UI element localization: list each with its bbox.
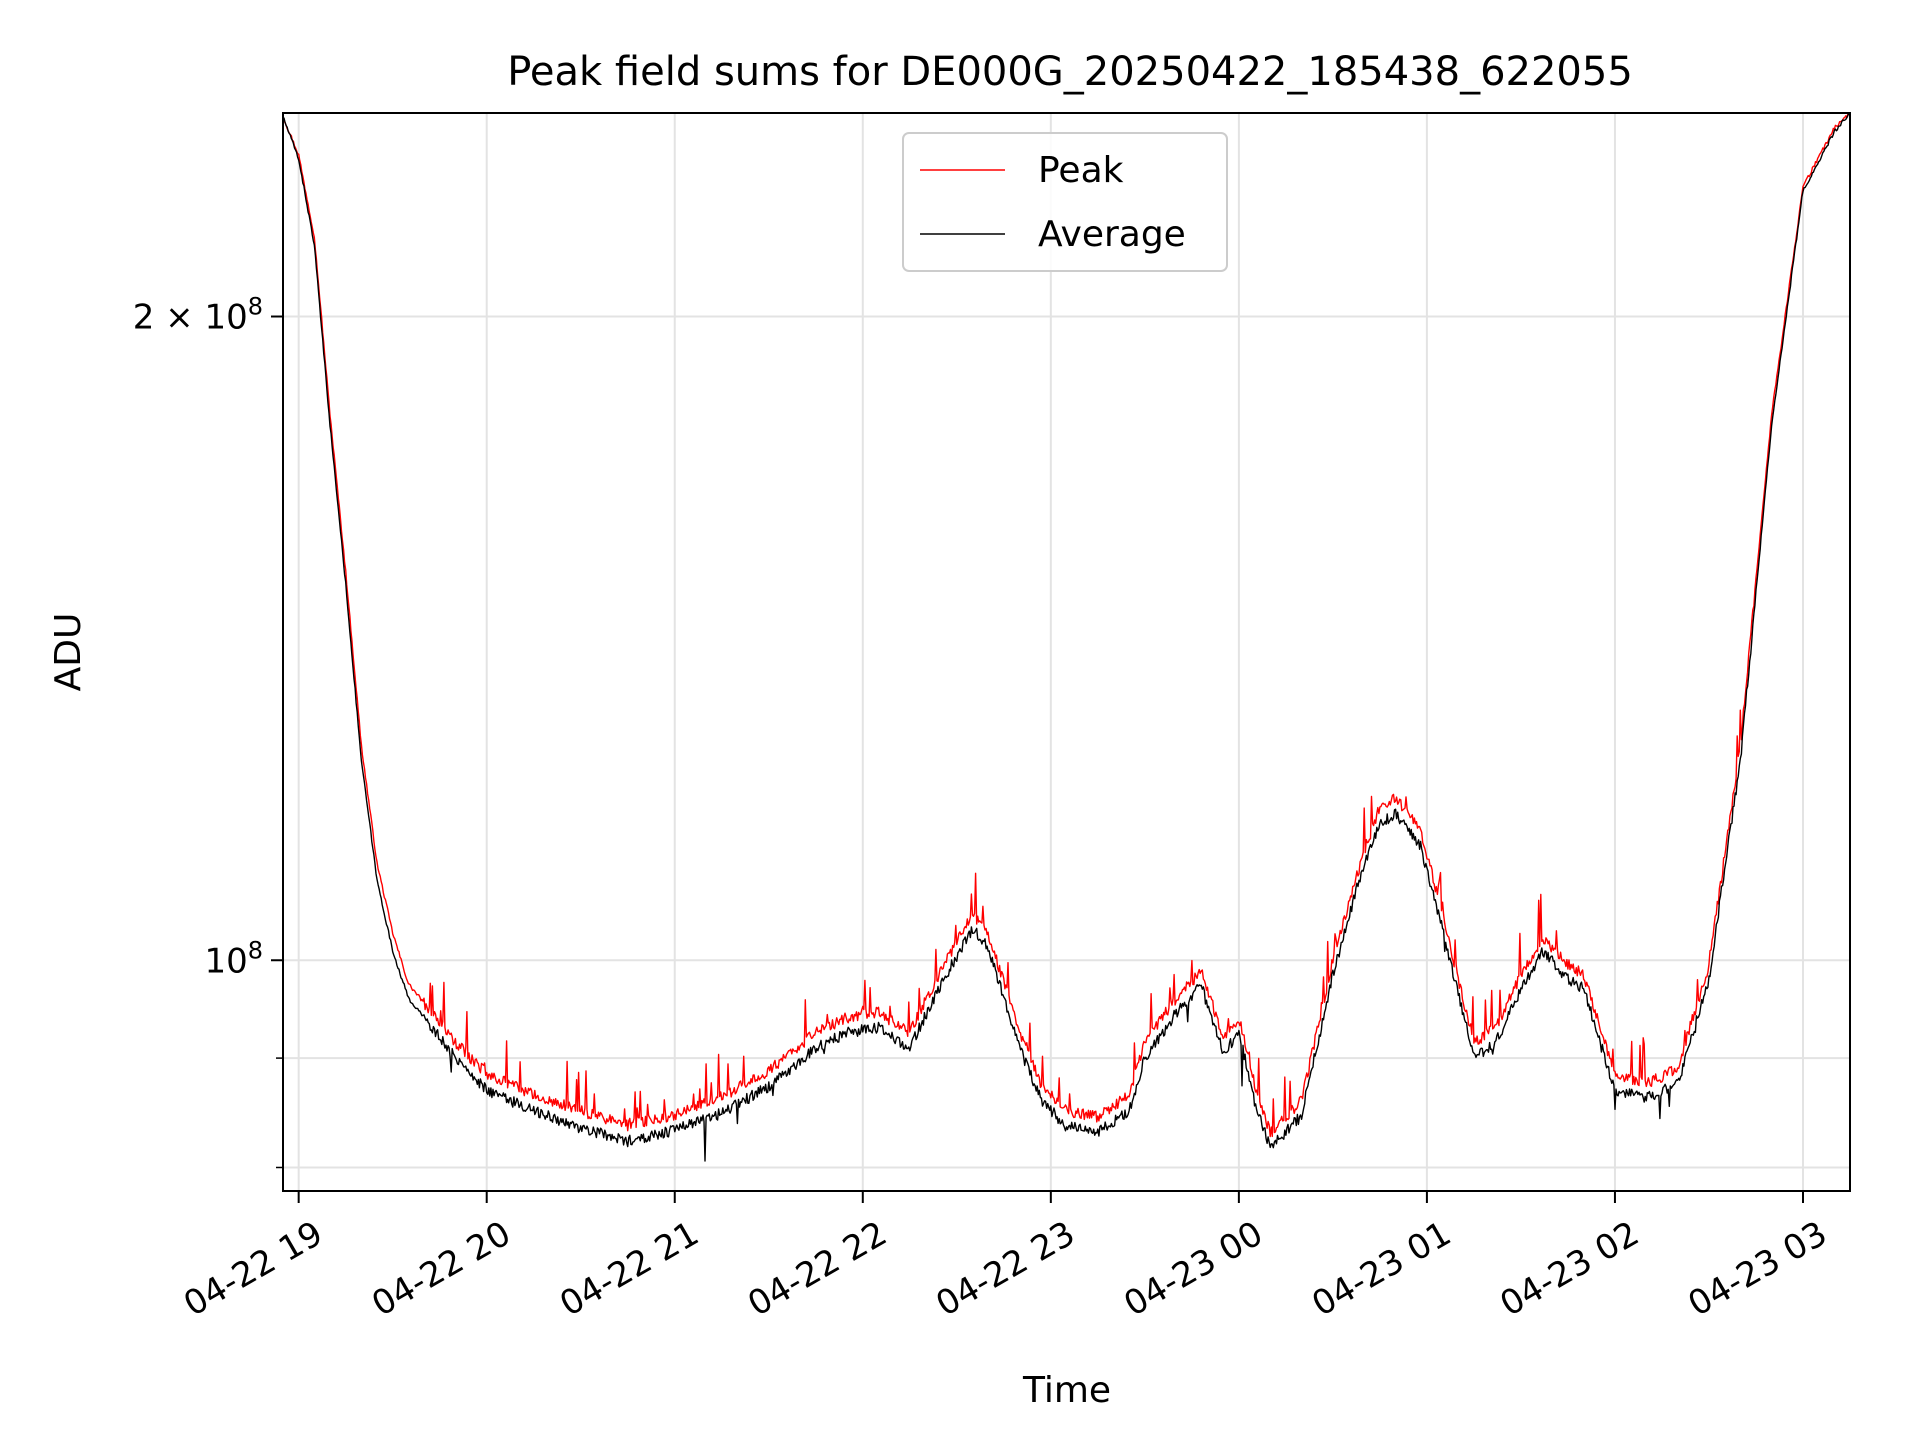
y-tick-base: 10 bbox=[204, 941, 247, 981]
plot-frame bbox=[282, 112, 1851, 1192]
y-tick-exponent: 8 bbox=[248, 936, 263, 964]
legend-box bbox=[902, 132, 1228, 272]
series-line-peak bbox=[282, 112, 1851, 1138]
legend-label: Peak bbox=[1038, 150, 1124, 191]
legend-label: Average bbox=[1038, 214, 1186, 255]
y-tick-base: 2 × 10 bbox=[133, 298, 248, 338]
y-tick-label: 108 bbox=[204, 936, 263, 981]
legend: Peak Average bbox=[902, 132, 1228, 272]
chart-title: Peak field sums for DE000G_20250422_1854… bbox=[507, 49, 1633, 95]
series-line-average bbox=[282, 112, 1851, 1162]
y-tick-label: 2 × 108 bbox=[133, 293, 263, 338]
grid-lines bbox=[283, 113, 1850, 1191]
y-tick-exponent: 8 bbox=[248, 293, 263, 321]
y-axis-label: ADU bbox=[48, 613, 89, 692]
series-lines bbox=[282, 112, 1851, 1162]
x-axis-label: Time bbox=[1022, 1370, 1111, 1411]
